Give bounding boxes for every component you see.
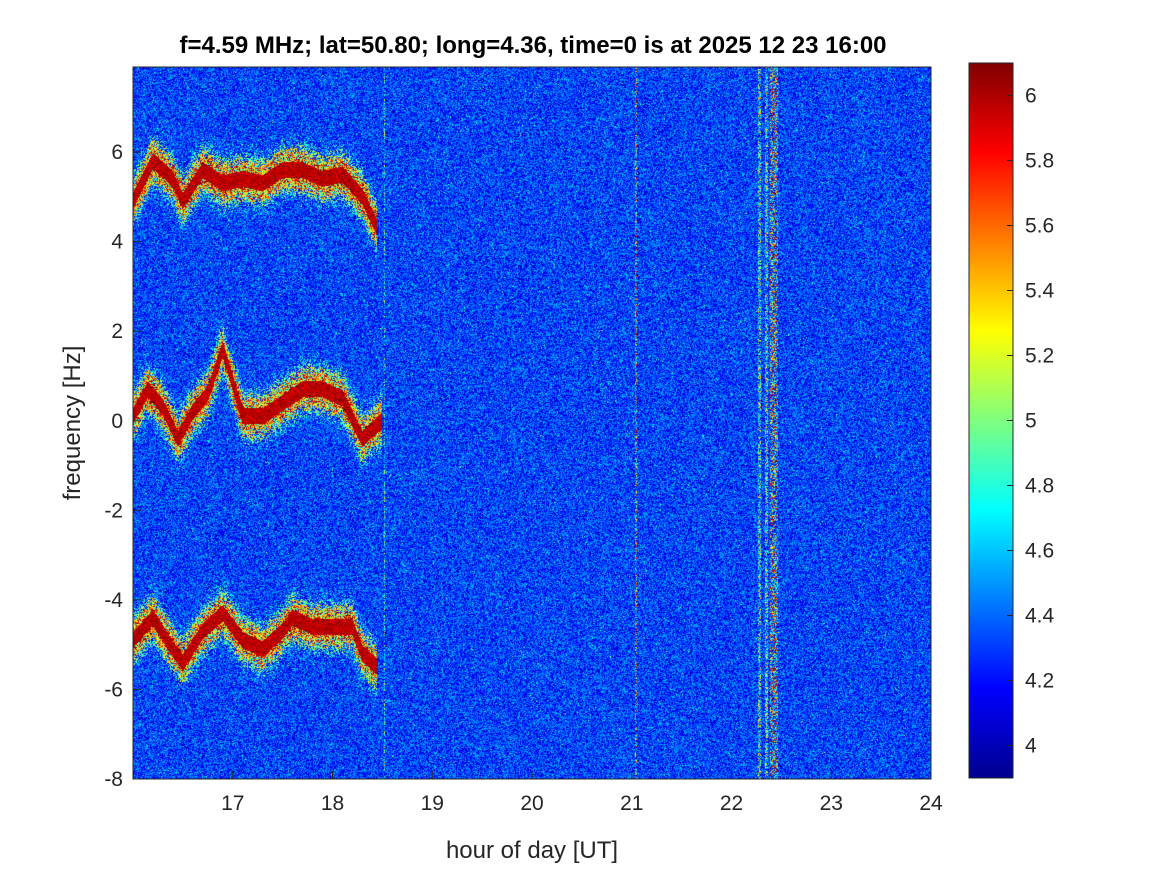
colorbar-tick-label: 5.2 — [1025, 345, 1054, 368]
x-axis-label: hour of day [UT] — [446, 837, 618, 864]
colorbar-tick-label: 4.4 — [1025, 605, 1055, 628]
x-tick-label: 20 — [520, 792, 543, 815]
colorbar-tick-label: 5.4 — [1025, 280, 1055, 303]
y-tick-label: -6 — [104, 678, 123, 701]
y-tick-label: 4 — [111, 231, 123, 254]
colorbar-tick-label: 4.6 — [1025, 540, 1054, 563]
colorbar-tick-label: 4.8 — [1025, 475, 1054, 498]
y-axis-ticks: -8 -6 -4 -2 0 2 4 6 — [104, 141, 141, 791]
colorbar-ticks: 4 4.2 4.4 4.6 4.8 5 5.2 5.4 5.6 5.8 6 — [1007, 85, 1055, 758]
colorbar-tick-label: 5.8 — [1025, 150, 1054, 173]
x-tick-label: 17 — [221, 792, 244, 815]
y-tick-label: 6 — [111, 141, 123, 164]
spectrogram-heatmap — [133, 67, 931, 779]
y-axis-label: frequency [Hz] — [59, 346, 86, 501]
y-tick-label: 0 — [111, 410, 123, 433]
colorbar-tick-label: 5.6 — [1025, 215, 1054, 238]
colorbar-tick-label: 4.2 — [1025, 670, 1054, 693]
y-tick-label: -2 — [104, 499, 123, 522]
colorbar-tick-label: 6 — [1025, 85, 1037, 108]
colorbar: 4 4.2 4.4 4.6 4.8 5 5.2 5.4 5.6 5.8 6 — [968, 62, 1055, 779]
x-tick-label: 21 — [620, 792, 643, 815]
x-tick-label: 19 — [421, 792, 444, 815]
x-tick-label: 24 — [919, 792, 943, 815]
y-tick-label: 2 — [111, 320, 123, 343]
chart-title: f=4.59 MHz; lat=50.80; long=4.36, time=0… — [179, 32, 886, 59]
x-tick-label: 22 — [720, 792, 743, 815]
x-tick-label: 18 — [321, 792, 344, 815]
colorbar-tick-label: 4 — [1025, 735, 1037, 758]
colorbar-gradient — [968, 62, 1014, 779]
y-tick-label: -8 — [104, 768, 123, 791]
x-axis-ticks: 17 18 19 20 21 22 23 24 — [221, 771, 943, 815]
x-tick-label: 23 — [820, 792, 843, 815]
plot-area — [132, 66, 932, 780]
colorbar-tick-label: 5 — [1025, 410, 1037, 433]
y-tick-label: -4 — [104, 589, 123, 612]
